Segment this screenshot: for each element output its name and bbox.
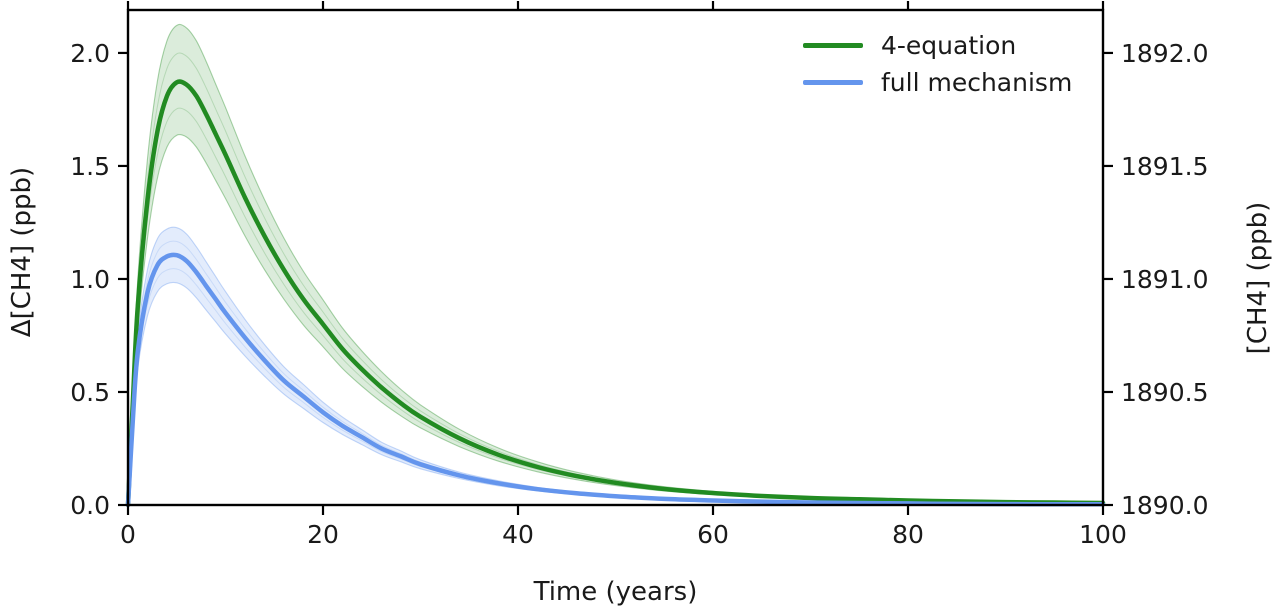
x-tick-label: 100 [1079, 520, 1127, 549]
legend-item-full-mechanism: full mechanism [803, 64, 1072, 101]
series-line-4-equation [125, 79, 1106, 508]
legend-item-4-equation: 4-equation [803, 27, 1072, 64]
ensemble-line [127, 107, 1104, 506]
x-tick-label: 60 [697, 520, 729, 549]
legend-line-full-mechanism [803, 80, 863, 85]
y-axis-label-left: Δ[CH4] (ppb) [7, 166, 37, 338]
legend-label-4-equation: 4-equation [881, 31, 1017, 60]
series-line-full-mechanism [125, 252, 1106, 508]
y-axis-label-right: [CH4] (ppb) [1243, 201, 1273, 355]
legend: 4-equation full mechanism [803, 27, 1072, 101]
y-tick-label-right: 1891.0 [1121, 265, 1208, 294]
y-tick-label-right: 1890.5 [1121, 378, 1208, 407]
y-tick-label-left: 0.5 [70, 378, 110, 407]
x-tick-label: 80 [892, 520, 924, 549]
band-lower-edge [127, 281, 1104, 506]
x-tick-label: 40 [502, 520, 534, 549]
x-tick-label: 0 [120, 520, 136, 549]
legend-line-4-equation [803, 43, 863, 48]
y-tick-label-left: 0.0 [70, 491, 110, 520]
legend-label-full-mechanism: full mechanism [881, 68, 1073, 97]
y-tick-label-right: 1891.5 [1121, 152, 1208, 181]
y-tick-label-left: 1.5 [70, 152, 110, 181]
plot-frame [126, 8, 1105, 507]
y-tick-label-left: 1.0 [70, 265, 110, 294]
y-tick-label-right: 1890.0 [1121, 491, 1208, 520]
x-axis-label: Time (years) [533, 577, 698, 607]
band-lower-edge [127, 133, 1104, 506]
y-tick-label-left: 2.0 [70, 39, 110, 68]
x-tick-label: 20 [307, 520, 339, 549]
uncertainty-band [128, 24, 1103, 505]
ensemble-line [127, 268, 1103, 506]
y-tick-label-right: 1892.0 [1121, 39, 1208, 68]
